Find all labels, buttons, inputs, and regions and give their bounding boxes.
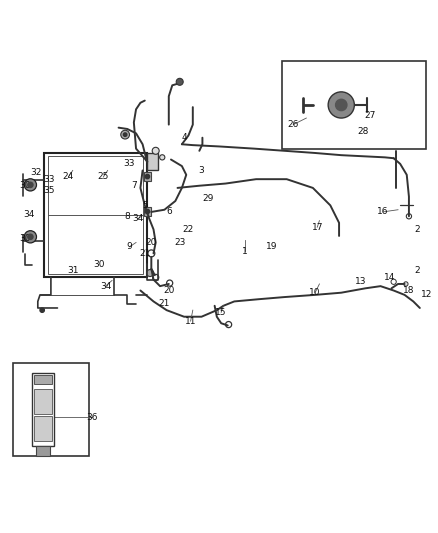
Text: 33: 33 (124, 159, 135, 168)
Circle shape (121, 130, 130, 139)
Text: 10: 10 (309, 288, 321, 297)
Text: 33: 33 (43, 175, 54, 184)
Circle shape (28, 234, 33, 239)
Bar (34, 375, 52, 384)
Circle shape (328, 92, 354, 118)
Text: 23: 23 (174, 238, 185, 247)
Text: 14: 14 (384, 273, 395, 282)
Text: 34: 34 (100, 281, 111, 290)
Text: 1: 1 (242, 247, 248, 256)
Text: 34: 34 (23, 209, 35, 219)
Text: 2: 2 (415, 225, 420, 234)
Text: 2: 2 (415, 266, 420, 276)
Circle shape (145, 209, 150, 214)
Circle shape (124, 133, 127, 136)
Circle shape (28, 182, 33, 188)
Text: 16: 16 (377, 207, 389, 216)
Text: 17: 17 (311, 223, 323, 232)
Text: 30: 30 (93, 260, 105, 269)
Text: 35: 35 (43, 185, 54, 195)
Text: 8: 8 (124, 212, 130, 221)
Circle shape (24, 179, 36, 191)
Circle shape (406, 214, 412, 219)
Text: 6: 6 (166, 207, 172, 216)
Text: 19: 19 (265, 243, 277, 252)
Text: 4: 4 (181, 133, 187, 142)
Circle shape (176, 78, 183, 85)
Bar (48, 157, 144, 274)
Circle shape (145, 174, 150, 179)
Bar (283, 61, 426, 149)
Text: 34: 34 (133, 214, 144, 223)
Bar (34, 416, 52, 441)
Text: 7: 7 (131, 181, 137, 190)
Bar (147, 153, 158, 171)
Text: 18: 18 (403, 286, 415, 295)
Circle shape (159, 155, 165, 160)
Text: 9: 9 (127, 243, 132, 252)
Text: 26: 26 (287, 120, 299, 129)
Bar (144, 172, 151, 181)
Text: 32: 32 (30, 168, 41, 177)
Text: 22: 22 (183, 225, 194, 234)
Text: 20: 20 (163, 286, 174, 295)
Text: 30: 30 (19, 181, 31, 190)
Circle shape (147, 270, 153, 277)
Bar (13, 362, 89, 456)
Text: 21: 21 (159, 299, 170, 308)
Bar (144, 207, 151, 216)
Text: 12: 12 (421, 290, 432, 300)
Circle shape (391, 279, 396, 285)
Circle shape (404, 282, 408, 286)
Text: 21: 21 (139, 249, 151, 258)
Text: 5: 5 (142, 201, 148, 210)
Text: 31: 31 (67, 266, 78, 276)
Circle shape (152, 147, 159, 154)
Text: 11: 11 (185, 317, 196, 326)
Text: 29: 29 (202, 195, 214, 203)
Text: 30: 30 (19, 233, 31, 243)
Text: 25: 25 (98, 173, 109, 182)
Text: 20: 20 (146, 238, 157, 247)
Bar (44, 153, 147, 277)
Bar (36, 446, 49, 456)
Text: 36: 36 (87, 413, 98, 422)
Circle shape (336, 99, 347, 111)
Text: 24: 24 (63, 173, 74, 182)
Text: 15: 15 (215, 308, 227, 317)
Text: 28: 28 (357, 127, 369, 136)
Text: 13: 13 (355, 277, 367, 286)
Bar (32, 374, 54, 446)
Bar (34, 389, 52, 414)
Circle shape (40, 308, 44, 312)
Circle shape (24, 231, 36, 243)
Text: 3: 3 (199, 166, 205, 175)
Text: 27: 27 (364, 111, 375, 120)
